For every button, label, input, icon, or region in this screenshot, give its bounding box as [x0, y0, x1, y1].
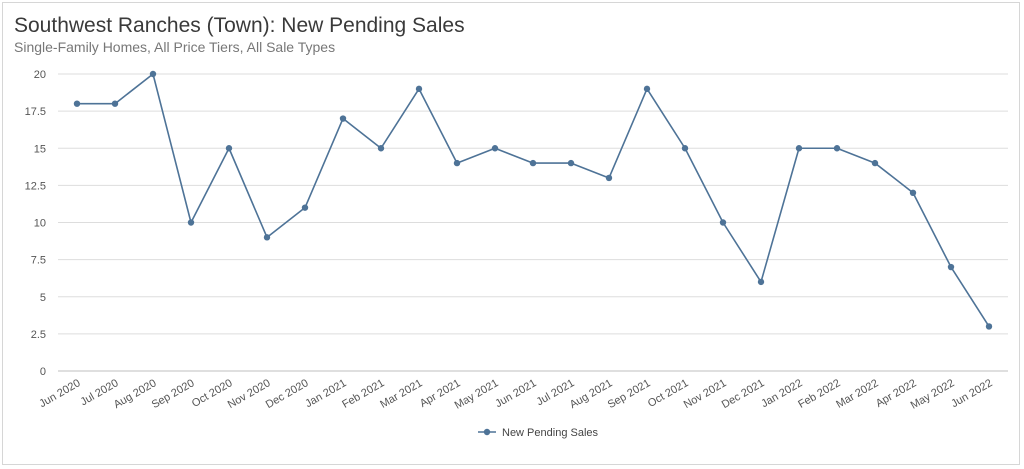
legend-label-new-pending-sales: New Pending Sales: [502, 427, 599, 439]
chart-title: Southwest Ranches (Town): New Pending Sa…: [14, 14, 465, 37]
x-tick-label: Aug 2021: [568, 377, 615, 411]
x-tick-label: Jun 2020: [37, 377, 82, 410]
x-tick-label: Feb 2022: [796, 377, 842, 411]
x-tick-label: Jan 2021: [303, 377, 348, 410]
chart-subtitle: Single-Family Homes, All Price Tiers, Al…: [14, 39, 336, 55]
data-point[interactable]: [567, 159, 575, 167]
x-tick-label: Feb 2021: [340, 377, 386, 411]
data-point[interactable]: [681, 145, 689, 152]
y-tick-label: 17.5: [25, 106, 46, 118]
data-point[interactable]: [833, 145, 841, 152]
x-tick-label: May 2022: [909, 377, 957, 412]
y-tick-label: 7.5: [31, 255, 46, 267]
x-tick-label: May 2021: [453, 377, 501, 412]
y-tick-label: 15: [34, 143, 46, 155]
data-point[interactable]: [263, 234, 271, 241]
data-point[interactable]: [529, 159, 537, 167]
y-tick-label: 20: [34, 69, 46, 81]
legend[interactable]: New Pending Sales: [478, 427, 599, 439]
x-tick-label: Dec 2020: [264, 377, 311, 411]
data-point[interactable]: [795, 145, 803, 152]
data-point[interactable]: [491, 145, 499, 152]
legend-point-marker: [483, 428, 491, 436]
x-tick-label: Nov 2020: [226, 377, 273, 411]
x-tick-label: Jun 2021: [493, 377, 538, 410]
data-point[interactable]: [149, 70, 157, 78]
x-tick-label: Sep 2020: [150, 377, 197, 411]
data-point[interactable]: [301, 204, 309, 211]
x-tick-label: Mar 2021: [378, 377, 424, 411]
x-tick-label: Sep 2021: [606, 377, 653, 411]
y-axis: 0 2.5 5 7.5 10 12.5 15 17.5 20: [25, 69, 46, 378]
data-point[interactable]: [909, 189, 917, 196]
data-point[interactable]: [415, 85, 423, 93]
x-tick-label: Nov 2021: [682, 377, 729, 411]
data-point[interactable]: [225, 145, 233, 152]
data-point[interactable]: [757, 278, 765, 286]
series-layer: [73, 70, 993, 330]
data-point[interactable]: [73, 100, 81, 107]
data-point[interactable]: [719, 219, 727, 226]
data-point[interactable]: [871, 159, 879, 167]
data-point[interactable]: [453, 159, 461, 167]
data-point[interactable]: [187, 219, 195, 226]
x-tick-label: Mar 2022: [834, 377, 880, 411]
x-tick-label: Dec 2021: [720, 377, 767, 411]
y-tick-label: 12.5: [25, 180, 46, 192]
x-tick-label: Aug 2020: [112, 377, 159, 411]
data-point[interactable]: [605, 174, 613, 182]
y-tick-label: 0: [40, 366, 46, 378]
data-point[interactable]: [985, 323, 993, 330]
x-tick-label: Jan 2022: [759, 377, 804, 410]
data-point[interactable]: [643, 85, 651, 93]
grid-layer: [58, 73, 1008, 372]
y-tick-label: 5: [40, 292, 46, 304]
data-point[interactable]: [377, 145, 385, 152]
data-point[interactable]: [339, 115, 347, 122]
series-line-new-pending-sales: [77, 73, 990, 327]
data-point[interactable]: [947, 263, 955, 271]
y-tick-label: 10: [34, 218, 46, 230]
y-tick-label: 2.5: [31, 329, 46, 341]
x-tick-label: Jun 2022: [949, 377, 994, 410]
data-point[interactable]: [111, 100, 119, 107]
